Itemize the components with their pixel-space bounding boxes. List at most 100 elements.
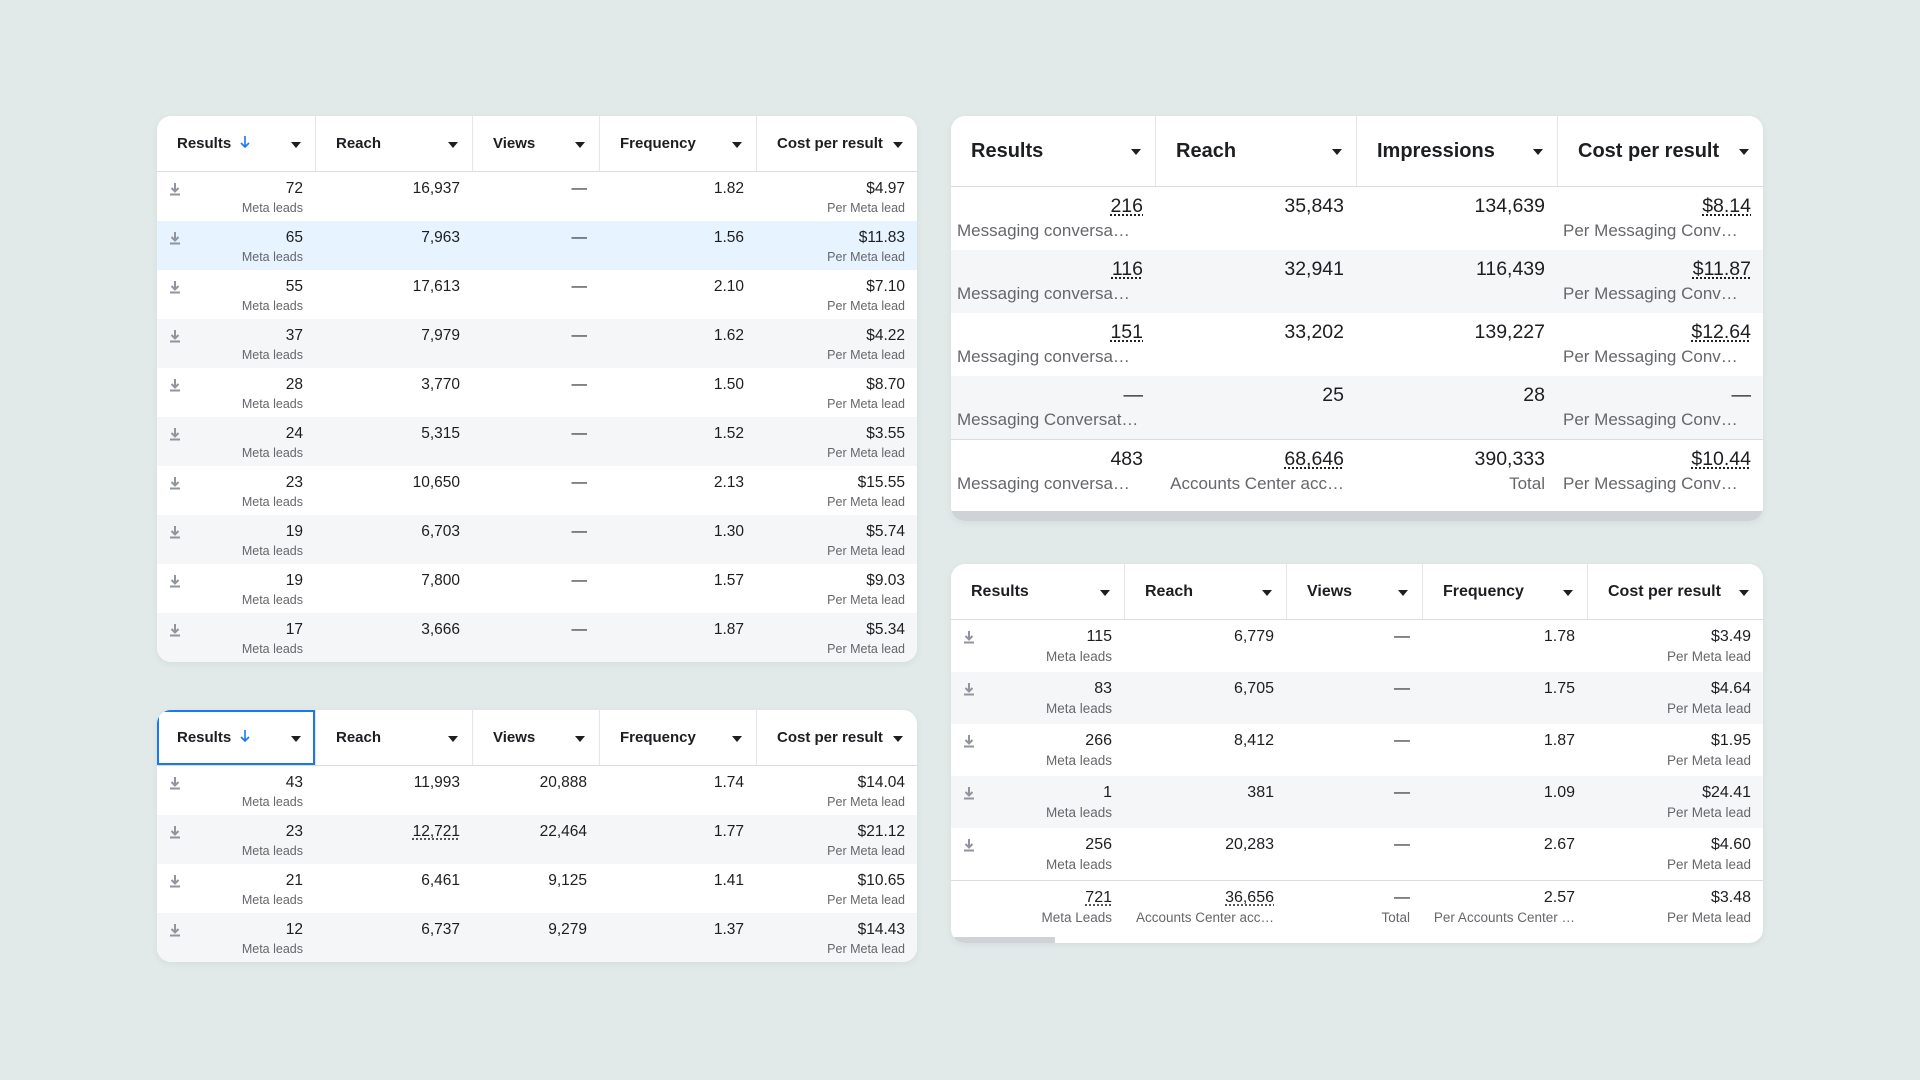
cell: $3.55 Per Meta lead	[756, 417, 917, 466]
dropdown-caret[interactable]	[1563, 589, 1573, 596]
dropdown-caret[interactable]	[448, 141, 458, 148]
dropdown-caret[interactable]	[1533, 149, 1543, 155]
cell: 1.87	[1422, 724, 1587, 776]
dropdown-caret[interactable]	[1398, 589, 1408, 596]
download-icon[interactable]	[169, 923, 181, 942]
cell-value: 266	[1085, 732, 1112, 749]
cell-value: 1.50	[713, 376, 744, 393]
download-icon[interactable]	[963, 682, 975, 701]
download-icon[interactable]	[169, 825, 181, 844]
cell: 1.57	[599, 564, 756, 613]
cell-subtitle: Meta leads	[241, 299, 303, 313]
column-header[interactable]: Results	[951, 564, 1124, 619]
column-header[interactable]: Views	[1286, 564, 1422, 619]
cell: — Per Messaging Conv…	[1557, 376, 1763, 439]
download-icon[interactable]	[963, 786, 975, 805]
cell-value: 28	[1523, 384, 1545, 406]
dropdown-caret[interactable]	[575, 141, 585, 148]
column-header[interactable]: Reach	[1155, 116, 1356, 186]
cell-subtitle: Per Meta lead	[1666, 857, 1751, 872]
cell-subtitle: Per Meta lead	[1666, 701, 1751, 716]
dropdown-caret[interactable]	[1262, 589, 1272, 596]
column-header[interactable]: Results	[157, 710, 315, 765]
dropdown-caret[interactable]	[732, 141, 742, 148]
cell-subtitle: Meta leads	[1045, 649, 1112, 664]
column-header[interactable]: Cost per result	[1587, 564, 1763, 619]
cell-value: 7,800	[421, 572, 460, 589]
cell: —	[472, 319, 599, 368]
cell: $4.60 Per Meta lead	[1587, 828, 1763, 880]
cell-value: 139,227	[1474, 321, 1546, 343]
dropdown-caret[interactable]	[448, 735, 458, 742]
cell-value: —	[571, 572, 588, 589]
dropdown-caret[interactable]	[732, 735, 742, 742]
cell-value: $3.55	[866, 425, 905, 442]
column-header[interactable]: Cost per result	[1557, 116, 1763, 186]
column-header[interactable]: Reach	[315, 710, 472, 765]
header-row: Results Reach Views Frequency Cost per resul…	[951, 564, 1763, 620]
cell-subtitle: Accounts Center acc…	[1170, 474, 1344, 493]
download-icon[interactable]	[169, 427, 181, 446]
column-header[interactable]: Impressions	[1356, 116, 1557, 186]
cell: $24.41 Per Meta lead	[1587, 776, 1763, 828]
download-icon[interactable]	[169, 623, 181, 642]
total-row: 483 Messaging conversa… 68,646 Accounts Cen…	[951, 439, 1763, 507]
column-header[interactable]: Frequency	[599, 710, 756, 765]
column-header[interactable]: Results	[157, 116, 315, 171]
download-icon[interactable]	[169, 329, 181, 348]
dropdown-caret[interactable]	[291, 735, 301, 742]
download-icon[interactable]	[169, 574, 181, 593]
data-row: 266 Meta leads 8,412 — 1.87 $1.95 Per Meta lea…	[951, 724, 1763, 776]
download-icon[interactable]	[963, 838, 975, 857]
dropdown-caret[interactable]	[1131, 149, 1141, 155]
cell-subtitle: Meta leads	[241, 893, 303, 907]
column-header[interactable]: Cost per result	[756, 116, 917, 171]
data-row: 55 Meta leads 17,613 — 2.10 $7.10 Per Meta lea…	[157, 270, 917, 319]
cell-subtitle: Meta leads	[241, 544, 303, 558]
cell-value: 12	[285, 921, 303, 938]
column-header[interactable]: Views	[472, 710, 599, 765]
cell-value: $8.14	[1702, 195, 1751, 217]
download-icon[interactable]	[169, 776, 181, 795]
dropdown-caret[interactable]	[575, 735, 585, 742]
column-header[interactable]: Cost per result	[756, 710, 917, 765]
column-header[interactable]: Results	[951, 116, 1155, 186]
dropdown-caret[interactable]	[1100, 589, 1110, 596]
cell: 3,770	[315, 368, 472, 417]
column-header[interactable]: Frequency	[1422, 564, 1587, 619]
dropdown-caret[interactable]	[1739, 589, 1749, 596]
dropdown-caret[interactable]	[291, 141, 301, 148]
column-header[interactable]: Views	[472, 116, 599, 171]
cell: 22,464	[472, 815, 599, 864]
download-icon[interactable]	[169, 378, 181, 397]
scrollbar[interactable]	[951, 511, 1763, 521]
download-icon[interactable]	[169, 874, 181, 893]
download-icon[interactable]	[169, 280, 181, 299]
cell-subtitle: Meta leads	[241, 642, 303, 656]
download-icon[interactable]	[169, 525, 181, 544]
cell-value: 68,646	[1284, 448, 1344, 470]
dropdown-caret[interactable]	[893, 141, 903, 148]
data-row: 115 Meta leads 6,779 — 1.78 $3.49 Per Meta lea…	[951, 620, 1763, 672]
dropdown-caret[interactable]	[1739, 149, 1749, 155]
cell-value: —	[571, 376, 588, 393]
cell-subtitle: Per Meta lead	[1666, 753, 1751, 768]
download-icon[interactable]	[963, 734, 975, 753]
column-title: Frequency	[1443, 582, 1524, 600]
download-icon[interactable]	[963, 630, 975, 649]
cell-value: 1.57	[713, 572, 744, 589]
scrollbar[interactable]	[951, 937, 1055, 943]
download-icon[interactable]	[169, 476, 181, 495]
cell-value: —	[571, 327, 588, 344]
column-header[interactable]: Frequency	[599, 116, 756, 171]
download-icon[interactable]	[169, 231, 181, 250]
column-header[interactable]: Reach	[315, 116, 472, 171]
dropdown-caret[interactable]	[1332, 149, 1342, 155]
column-header[interactable]: Reach	[1124, 564, 1286, 619]
data-row: 216 Messaging conversa… 35,843 134,639 $8.14…	[951, 187, 1763, 250]
cell-subtitle: Per Meta lead	[827, 446, 905, 460]
cell: $1.95 Per Meta lead	[1587, 724, 1763, 776]
cell-value: 21	[285, 872, 303, 889]
download-icon[interactable]	[169, 182, 181, 201]
dropdown-caret[interactable]	[893, 735, 903, 742]
